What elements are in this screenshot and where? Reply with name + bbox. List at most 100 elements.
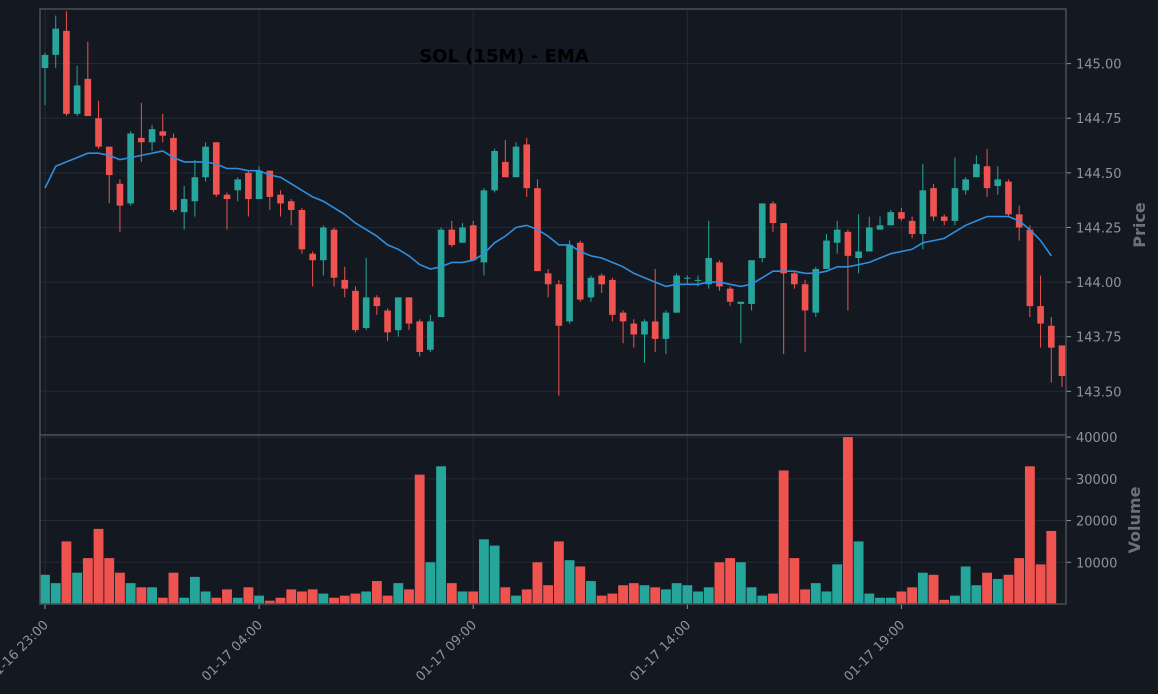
volume-bar bbox=[489, 545, 500, 604]
volume-bar bbox=[425, 562, 436, 604]
volume-bar bbox=[136, 587, 147, 604]
candle-body bbox=[341, 279, 349, 289]
volume-bar bbox=[511, 595, 521, 604]
volume-bar bbox=[179, 597, 190, 604]
volume-bar bbox=[982, 572, 992, 604]
volume-bar bbox=[1024, 466, 1035, 604]
volume-bar bbox=[339, 595, 350, 604]
volume-bar bbox=[275, 597, 286, 604]
candle-body bbox=[266, 170, 274, 197]
volume-bar bbox=[907, 587, 918, 604]
volume-bar bbox=[650, 587, 661, 604]
candle-body bbox=[951, 188, 959, 221]
candle-body bbox=[1058, 345, 1066, 377]
candle-body bbox=[651, 321, 659, 339]
volume-bar bbox=[821, 591, 832, 604]
volume-bar bbox=[1003, 574, 1014, 604]
volume-bar bbox=[254, 595, 265, 604]
candle-body bbox=[683, 277, 691, 279]
candle-body bbox=[245, 172, 252, 200]
volume-bar bbox=[436, 466, 447, 604]
volume-bar bbox=[1014, 558, 1025, 604]
volume-bar bbox=[778, 470, 789, 604]
candle-body bbox=[1037, 306, 1044, 324]
candle-body bbox=[427, 321, 434, 350]
candle-body bbox=[662, 312, 670, 339]
volume-bar bbox=[414, 474, 425, 604]
candle-body bbox=[448, 229, 456, 245]
volume-bar bbox=[543, 585, 554, 604]
volume-bar bbox=[446, 583, 457, 604]
candle-body bbox=[459, 227, 466, 243]
volume-bar bbox=[628, 583, 639, 604]
volume-bar bbox=[393, 583, 404, 604]
candle-body bbox=[384, 310, 391, 333]
volume-bar bbox=[468, 591, 479, 604]
volume-bar bbox=[478, 539, 489, 604]
candle-body bbox=[940, 216, 948, 221]
volume-bar bbox=[950, 595, 960, 604]
candle-body bbox=[255, 170, 263, 200]
candle-body bbox=[555, 284, 563, 326]
candle-body bbox=[469, 225, 477, 261]
volume-bar bbox=[382, 595, 393, 604]
volume-bar bbox=[371, 581, 382, 604]
candle-body bbox=[1047, 325, 1055, 348]
volume-bar bbox=[297, 591, 307, 604]
candle-body bbox=[1026, 229, 1034, 307]
volume-bar bbox=[586, 581, 596, 604]
volume-bar bbox=[564, 560, 575, 604]
price-tick-label: 143.75 bbox=[1076, 331, 1122, 346]
volume-bar bbox=[992, 578, 1003, 604]
candle-body bbox=[480, 190, 488, 263]
volume-bar bbox=[789, 558, 800, 604]
candle-body bbox=[437, 229, 445, 318]
candle-body bbox=[287, 201, 295, 210]
volume-bar bbox=[971, 585, 982, 604]
candle-body bbox=[84, 78, 92, 117]
candle-body bbox=[298, 209, 306, 250]
volume-bar bbox=[361, 591, 372, 604]
volume-bar bbox=[404, 589, 414, 604]
candle-body bbox=[73, 85, 81, 114]
volume-bar bbox=[147, 587, 157, 604]
volume-tick-label: 40000 bbox=[1076, 431, 1117, 446]
volume-bar bbox=[735, 562, 746, 604]
candle-body bbox=[394, 297, 402, 331]
candle-body bbox=[127, 133, 134, 204]
candle-body bbox=[1005, 181, 1012, 215]
candle-body bbox=[865, 227, 873, 252]
candle-body bbox=[212, 142, 220, 195]
volume-bar bbox=[725, 558, 736, 604]
candle-body bbox=[170, 137, 177, 210]
candle-body bbox=[523, 144, 531, 189]
candle-body bbox=[705, 258, 713, 285]
volume-bar bbox=[72, 572, 83, 604]
candle-body bbox=[694, 279, 702, 281]
volume-bar bbox=[768, 593, 778, 604]
candle-body bbox=[362, 297, 370, 328]
candle-body bbox=[566, 244, 573, 322]
candle-body bbox=[277, 194, 284, 204]
candle-body bbox=[983, 166, 991, 189]
candle-body bbox=[833, 229, 841, 243]
price-tick-label: 145.00 bbox=[1076, 58, 1122, 73]
candle-body bbox=[148, 129, 156, 143]
candle-body bbox=[801, 284, 809, 311]
volume-bar bbox=[500, 587, 511, 604]
volume-bar bbox=[168, 572, 179, 604]
candle-body bbox=[352, 290, 359, 331]
volume-bar bbox=[211, 597, 222, 604]
volume-plot-area bbox=[40, 435, 1066, 604]
candle-body bbox=[962, 179, 969, 191]
candle-body bbox=[223, 194, 231, 200]
candle-body bbox=[105, 146, 113, 176]
candle-body bbox=[320, 227, 327, 261]
volume-bar bbox=[714, 562, 725, 604]
volume-bar bbox=[157, 597, 168, 604]
volume-bar bbox=[939, 599, 950, 604]
volume-bar bbox=[350, 593, 361, 604]
candle-body bbox=[758, 203, 766, 259]
price-axis-label: Price bbox=[1130, 202, 1149, 248]
